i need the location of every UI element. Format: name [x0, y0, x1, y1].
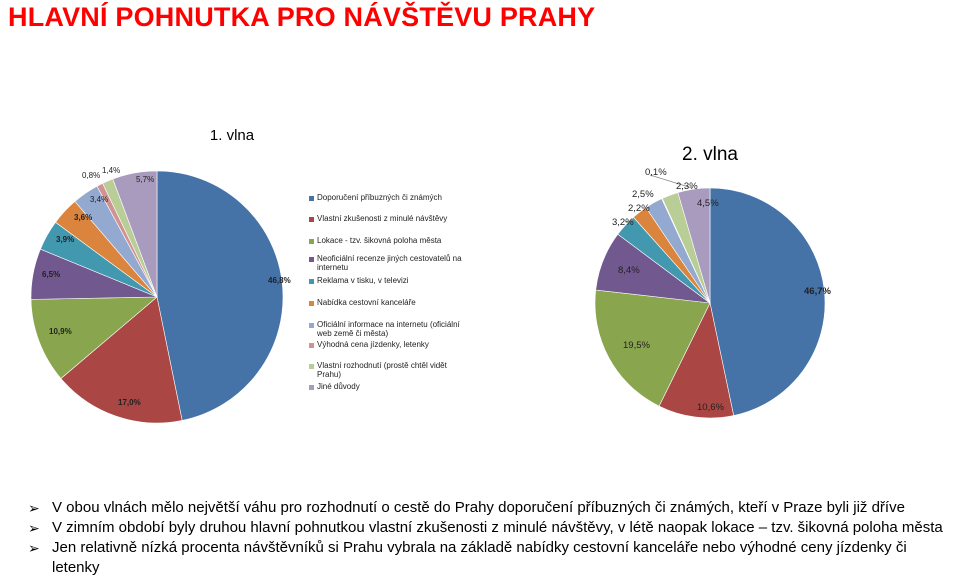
legend-label: Vlastní zkušenosti z minulé návštěvy [317, 214, 448, 223]
data-label: 46,7% [804, 286, 831, 297]
pie-slice [60, 296, 183, 424]
chart-title: 2. vlna [682, 144, 738, 165]
legend-swatch [309, 239, 314, 244]
pie-chart-wave-2: 2. vlna 46,7% 10,6% 19,5% 8,4% 3,2% 2,2% 2,5% 0,… [594, 144, 831, 419]
legend-label: Jiné důvody [317, 382, 360, 391]
legend-item: Reklama v tisku, v televizi [309, 276, 469, 285]
data-label: 1,4% [102, 166, 120, 175]
legend-item: Neoficiální recenze jiných cestovatelů n… [309, 254, 469, 272]
data-label: 3,9% [56, 235, 74, 244]
legend-item: Lokace - tzv. šikovná poloha města [309, 236, 469, 245]
legend-swatch [309, 385, 314, 390]
data-label: 0,1% [645, 167, 667, 178]
bullet-text: V obou vlnách mělo největší váhu pro roz… [52, 499, 905, 516]
legend-item: Výhodná cena jízdenky, letenky [309, 340, 469, 349]
bullet-text: Jen relativně nízká procenta návštěvníků… [52, 539, 907, 576]
legend-swatch [309, 257, 314, 262]
data-label: 2,2% [628, 203, 650, 214]
bullet-text: V zimním období byly druhou hlavní pohnu… [52, 519, 943, 536]
label-leader-line [624, 219, 635, 223]
pie-slice [30, 296, 158, 379]
pie-slice [156, 170, 284, 421]
legend-label: Nabídka cestovní kanceláře [317, 298, 416, 307]
data-label: 8,4% [618, 265, 640, 276]
legend-label: Doporučení příbuzných či známých [317, 193, 442, 202]
pie-slice [709, 187, 826, 416]
arrow-bullet-icon: ➢ [28, 540, 40, 556]
legend-label: Oficiální informace na internetu (oficiá… [317, 320, 460, 338]
legend-label: Reklama v tisku, v televizi [317, 276, 409, 285]
bullet-item: ➢ V zimním období byly druhou hlavní pohn… [28, 518, 958, 538]
pie-chart-wave-1: 1. vlna 46,8% 17,0% 10,9% 6,5% 3,9% 3,6% 3,4% 0,… [30, 127, 291, 424]
page-title: HLAVNÍ POHNUTKA PRO NÁVŠTĚVU PRAHY [8, 2, 596, 32]
data-label: 10,9% [49, 327, 72, 336]
pie-slice [112, 170, 158, 298]
legend-swatch [309, 217, 314, 222]
pie-slice [594, 289, 711, 407]
pie-slice [677, 187, 711, 304]
arrow-bullet-icon: ➢ [28, 500, 40, 516]
data-label: 10,6% [697, 402, 724, 413]
data-label: 17,0% [118, 398, 141, 407]
chart-title: 1. vlna [210, 127, 255, 144]
legend-item: Jiné důvody [309, 382, 469, 391]
legend-item: Nabídka cestovní kanceláře [309, 298, 469, 307]
legend-label: Lokace - tzv. šikovná poloha města [317, 236, 442, 245]
data-label: 6,5% [42, 270, 60, 279]
summary-bullets: ➢ V obou vlnách mělo největší váhu pro ro… [28, 498, 958, 578]
data-label: 0,8% [82, 171, 100, 180]
legend-swatch [309, 323, 314, 328]
legend-label: Výhodná cena jízdenky, letenky [317, 340, 429, 349]
legend-swatch [309, 343, 314, 348]
arrow-bullet-icon: ➢ [28, 520, 40, 536]
data-label: 2,3% [676, 181, 698, 192]
legend-swatch [309, 279, 314, 284]
data-label: 3,2% [612, 217, 634, 228]
bullet-item: ➢ Jen relativně nízká procenta návštěvník… [28, 538, 958, 578]
legend-label: Vlastní rozhodnutí (prostě chtěl vidět P… [317, 361, 447, 379]
legend-item: Doporučení příbuzných či známých [309, 193, 469, 202]
data-label: 4,5% [697, 198, 719, 209]
data-label: 2,5% [632, 189, 654, 200]
bullet-item: ➢ V obou vlnách mělo největší váhu pro ro… [28, 498, 958, 518]
data-label: 5,7% [136, 175, 154, 184]
legend-swatch [309, 196, 314, 201]
data-label: 19,5% [623, 340, 650, 351]
legend-swatch [309, 364, 314, 369]
legend-item: Vlastní zkušenosti z minulé návštěvy [309, 214, 469, 223]
legend-label: Neoficiální recenze jiných cestovatelů n… [317, 254, 462, 272]
pie-slice [658, 302, 735, 419]
data-label: 46,8% [268, 276, 291, 285]
legend-item: Vlastní rozhodnutí (prostě chtěl vidět P… [309, 361, 469, 379]
legend-item: Oficiální informace na internetu (oficiá… [309, 320, 469, 338]
legend-swatch [309, 301, 314, 306]
pie-charts: 1. vlna 46,8% 17,0% 10,9% 6,5% 3,9% 3,6% 3,4% 0,… [30, 127, 831, 424]
data-label: 3,6% [74, 213, 92, 222]
data-label: 3,4% [90, 195, 108, 204]
label-leader-line [649, 174, 693, 189]
